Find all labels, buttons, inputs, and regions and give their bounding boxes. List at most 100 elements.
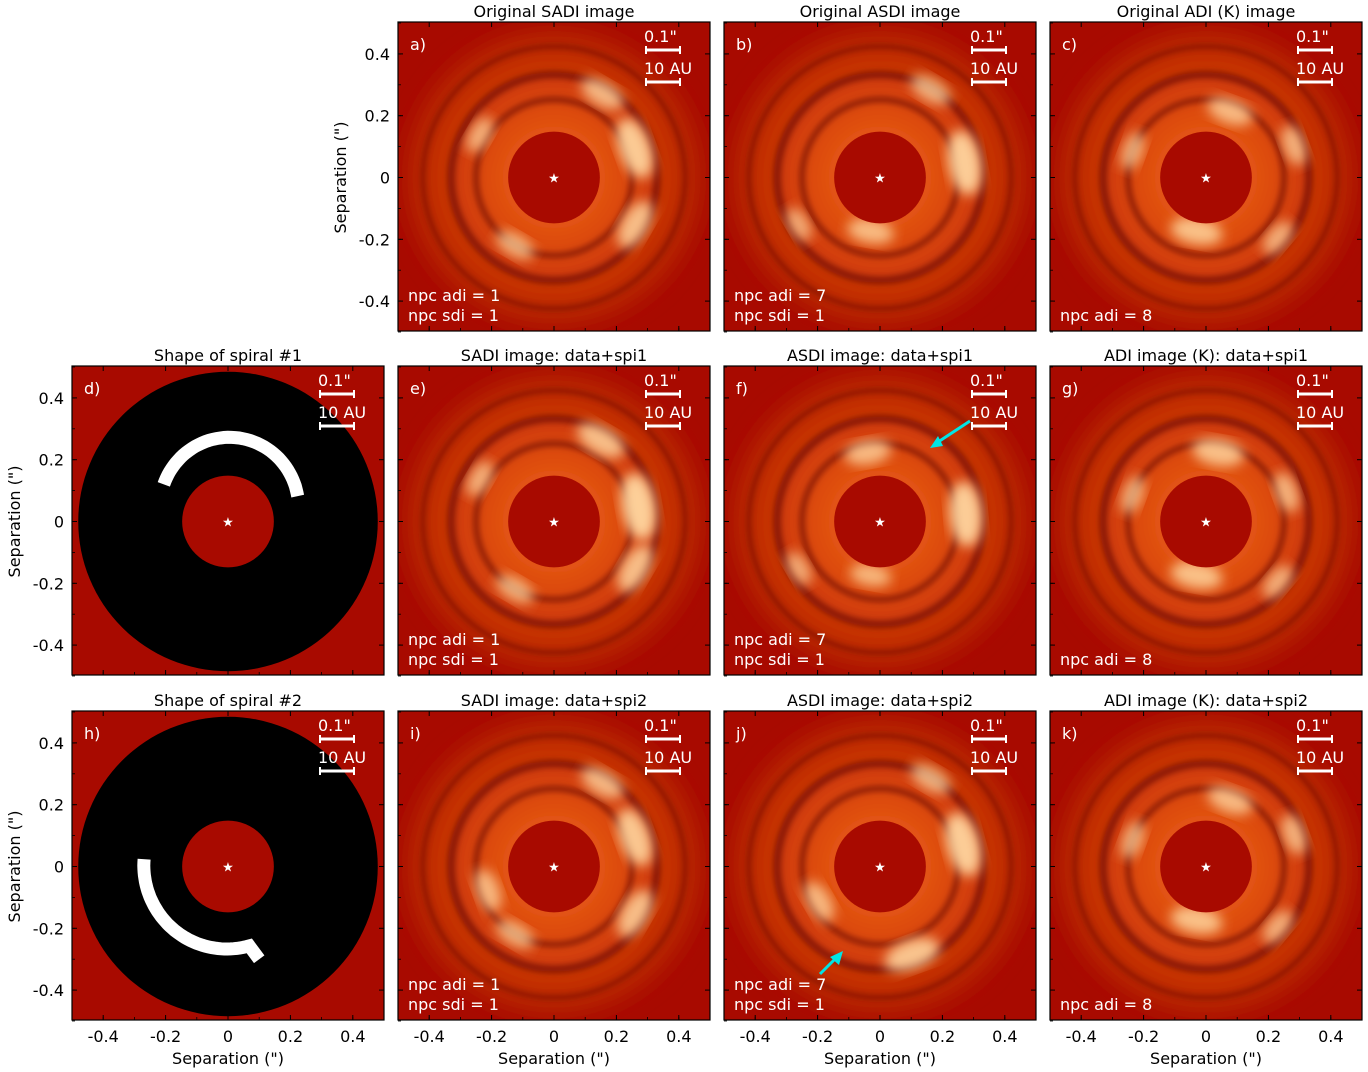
bright-structure [910,763,951,794]
y-tick-label: -0.4 [359,292,390,311]
panel-letter: k) [1062,724,1078,743]
panel-k-image: ★ [1050,711,1362,1020]
scalebar-au-label: 10 AU [644,403,692,422]
bright-structure [849,563,892,587]
x-tick-label: 0 [875,1027,885,1046]
bright-structure [466,116,494,153]
scalebar-au-label: 10 AU [1296,59,1344,78]
bright-structure [1170,561,1223,590]
x-tick-label: 0.2 [278,1027,303,1046]
bright-structure [1262,221,1293,255]
coronagraph-mask [1160,820,1252,913]
panel-note: npc sdi = 1 [408,995,499,1014]
panel-note: npc sdi = 1 [734,650,825,669]
panel-letter: i) [410,724,421,743]
scalebar-au-label: 10 AU [318,403,366,422]
x-tick-label: 0.2 [1256,1027,1281,1046]
bright-structure [844,439,892,466]
bright-structure [474,869,502,912]
dark-ring [420,44,688,311]
panel-letter: j) [735,724,747,743]
x-tick-label: 0.4 [1318,1027,1343,1046]
bright-structure [804,881,835,922]
panel-g: ★ 0.1" 10 AU g) npc adi = 8 ADI image (K): da… [1049,346,1363,677]
panel-letter: f) [736,379,748,398]
dark-ring [1099,414,1313,629]
panel-c-image: ★ [1050,22,1362,331]
dark-ring [773,759,987,974]
panel-a-image: ★ [398,22,710,331]
panel-note: npc sdi = 1 [408,306,499,325]
bright-structure [1274,472,1300,513]
panel-note: npc sdi = 1 [734,995,825,1014]
scalebar-au-label: 10 AU [1296,403,1344,422]
panel-letter: c) [1062,35,1077,54]
bright-structure [577,422,625,458]
panel-i-image: ★ [398,711,710,1020]
panel-letter: e) [410,379,426,398]
star-icon: ★ [548,861,560,876]
coronagraph-mask [508,131,600,224]
panel-title: Original ASDI image [800,2,961,21]
dark-ring [1099,759,1313,974]
scalebar-arcsec-label: 0.1" [970,27,1003,46]
dark-ring [1125,785,1287,948]
star-icon: ★ [1200,516,1212,531]
x-axis-label: Separation (") [498,1049,610,1068]
x-tick-label: 0.4 [992,1027,1017,1046]
panel-j-image: ★ [724,711,1036,1020]
scalebar-au-label: 10 AU [970,59,1018,78]
panel-letter: g) [1062,379,1078,398]
x-tick-label: 0.2 [604,1027,629,1046]
x-tick-label: -0.4 [740,1027,771,1046]
bright-structure [1262,910,1293,944]
star-icon: ★ [874,172,886,187]
bright-structure [910,74,951,105]
bright-structure [617,200,653,248]
scalebar-arcsec-label: 0.1" [1296,27,1329,46]
dark-ring [746,733,1014,1000]
panel-title: ADI image (K): data+spi2 [1104,691,1308,710]
x-tick-label: -0.2 [150,1027,181,1046]
bright-structure [496,574,534,604]
bright-structure [1207,97,1253,126]
bright-structure [466,460,494,497]
y-tick-label: 0.2 [39,796,64,815]
bright-structure [617,544,653,592]
dark-ring [473,96,635,259]
star-icon: ★ [1200,172,1212,187]
y-tick-label: 0.4 [365,45,390,64]
y-tick-label: 0.2 [365,107,390,126]
coronagraph-mask [834,131,926,224]
spiral-shape [137,858,265,964]
panel-d: ★ 0.1" 10 AU d) Shape of spiral #1 -0.4 -0.2 0 0… [5,346,385,677]
x-axis-label: Separation (") [824,1049,936,1068]
panel-b-image: ★ [724,22,1036,331]
panel-note: npc sdi = 1 [734,306,825,325]
scalebar-au-label: 10 AU [644,59,692,78]
x-tick-label: 0.4 [666,1027,691,1046]
bright-structure [581,766,624,799]
scalebar-au-label: 10 AU [1296,748,1344,767]
bright-structure [1192,438,1245,467]
bright-structure [1281,125,1307,166]
y-tick-label: -0.2 [33,919,64,938]
panel-title: Shape of spiral #2 [154,691,302,710]
y-axis-label: Separation (") [331,122,350,234]
coronagraph-mask [834,820,926,913]
bright-structure [496,919,534,949]
dark-ring [420,733,688,1000]
scalebar-arcsec-label: 0.1" [318,716,351,735]
bright-structure [1120,131,1145,170]
coronagraph-mask [1160,475,1252,568]
panel-g-image: ★ [1050,366,1362,675]
dark-ring [447,759,661,974]
dark-ring [1072,733,1340,1000]
y-tick-label: 0 [54,513,64,532]
panel-title: Shape of spiral #1 [154,346,302,365]
arrow-icon [934,419,971,446]
bright-structure [617,808,653,866]
